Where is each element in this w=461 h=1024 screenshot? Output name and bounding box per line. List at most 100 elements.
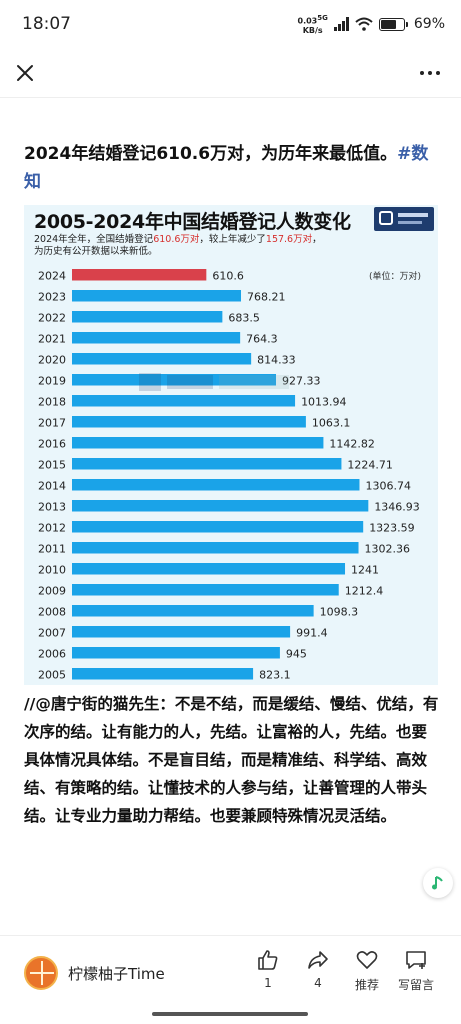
bar-2012 xyxy=(72,521,364,533)
write-comment-button[interactable]: 写留言 xyxy=(392,948,440,993)
category-label: 2014 xyxy=(38,480,66,493)
category-label: 2011 xyxy=(38,543,66,556)
thumbs-up-icon xyxy=(258,950,278,970)
value-label: 1302.36 xyxy=(365,543,411,556)
category-label: 2021 xyxy=(38,333,66,346)
value-label: 764.3 xyxy=(246,333,278,346)
category-label: 2016 xyxy=(38,438,66,451)
value-label: 683.5 xyxy=(228,312,260,325)
brand-logo-icon xyxy=(374,207,434,231)
bottom-action-bar: 柠檬柚子Time 1 4 推荐 写留言 xyxy=(0,935,461,1007)
bar-2005 xyxy=(72,668,254,680)
music-note-icon xyxy=(432,876,443,890)
bar-2006 xyxy=(72,647,280,659)
category-label: 2007 xyxy=(38,627,66,640)
value-label: 1212.4 xyxy=(345,585,384,598)
forwarded-comment: //@唐宁街的猫先生：不是不结，而是缓结、慢结、优结，有次序的结。让有能力的人，… xyxy=(24,695,439,825)
category-label: 2017 xyxy=(38,417,66,430)
recommend-button[interactable]: 推荐 xyxy=(343,948,391,993)
status-icons: 0.035G KB/s 69% xyxy=(298,14,446,35)
bar-2024 xyxy=(72,269,207,281)
category-label: 2020 xyxy=(38,354,66,367)
music-button[interactable] xyxy=(423,868,453,898)
value-label: 1346.93 xyxy=(374,501,420,514)
more-button[interactable] xyxy=(415,58,445,88)
bar-2021 xyxy=(72,332,241,344)
author-name[interactable]: 柠檬柚子Time xyxy=(68,965,165,983)
category-label: 2023 xyxy=(38,291,66,304)
value-label: 814.33 xyxy=(257,354,296,367)
value-label: 945 xyxy=(286,648,307,661)
value-label: 1098.3 xyxy=(320,606,359,619)
value-label: 1142.82 xyxy=(329,438,375,451)
category-label: 2005 xyxy=(38,669,66,682)
category-label: 2015 xyxy=(38,459,66,472)
watermark-icon xyxy=(139,373,289,391)
battery-icon xyxy=(378,17,408,31)
post-title: 2024年结婚登记610.6万对，为历年来最低值。#数知 xyxy=(24,144,429,192)
share-button[interactable]: 4 xyxy=(294,948,342,990)
signal-icon xyxy=(333,17,349,32)
bar-2013 xyxy=(72,500,369,512)
top-bar xyxy=(0,52,461,98)
comment-add-icon xyxy=(406,951,426,969)
status-time: 18:07 xyxy=(22,14,71,34)
like-count: 1 xyxy=(264,976,272,990)
category-label: 2018 xyxy=(38,396,66,409)
bar-2022 xyxy=(72,311,223,323)
category-label: 2010 xyxy=(38,564,66,577)
value-label: 927.33 xyxy=(282,375,321,388)
bar-2014 xyxy=(72,479,360,491)
bar-2009 xyxy=(72,584,339,596)
share-arrow-icon xyxy=(308,951,328,969)
bar-2010 xyxy=(72,563,346,575)
value-label: 1306.74 xyxy=(365,480,411,493)
category-label: 2024 xyxy=(38,270,66,283)
bar-2007 xyxy=(72,626,291,638)
value-label: 610.6 xyxy=(212,270,244,283)
chart-title: 2005-2024年中国结婚登记人数变化 xyxy=(34,211,351,233)
net-speed: 0.035G KB/s xyxy=(297,14,328,35)
chart-subtitle: 2024年全年，全国结婚登记610.6万对，较上年减少了157.6万对， 为历史… xyxy=(34,234,322,257)
bar-2023 xyxy=(72,290,242,302)
chart-unit-label: (单位：万对) xyxy=(369,272,422,282)
bar-2008 xyxy=(72,605,314,617)
wifi-icon xyxy=(355,17,373,32)
category-label: 2008 xyxy=(38,606,66,619)
category-label: 2006 xyxy=(38,648,66,661)
author-avatar[interactable] xyxy=(24,956,58,990)
more-icon xyxy=(420,71,424,75)
bar-2015 xyxy=(72,458,342,470)
share-count: 4 xyxy=(314,976,322,990)
battery-percent: 69% xyxy=(413,16,445,33)
category-label: 2019 xyxy=(38,375,66,388)
status-bar: 18:07 0.035G KB/s 69% xyxy=(0,0,461,52)
category-label: 2022 xyxy=(38,312,66,325)
chart-image[interactable]: 2005-2024年中国结婚登记人数变化 2024年全年，全国结婚登记610.6… xyxy=(24,205,438,685)
bar-chart: 2024 610.6 2023 768.21 2022 683.5 2021 764.3 202… xyxy=(38,269,420,682)
write-comment-label: 写留言 xyxy=(397,978,434,992)
value-label: 1224.71 xyxy=(347,459,393,472)
bar-2018 xyxy=(72,395,296,407)
value-label: 1013.94 xyxy=(301,396,347,409)
category-label: 2012 xyxy=(38,522,66,535)
value-label: 1241 xyxy=(351,564,379,577)
recommend-label: 推荐 xyxy=(354,978,379,992)
value-label: 823.1 xyxy=(259,669,291,682)
bar-2020 xyxy=(72,353,252,365)
like-button[interactable]: 1 xyxy=(244,948,292,990)
value-label: 768.21 xyxy=(247,291,286,304)
value-label: 991.4 xyxy=(296,627,328,640)
bar-2016 xyxy=(72,437,324,449)
heart-icon xyxy=(356,951,378,969)
home-indicator xyxy=(152,1012,308,1016)
hashtag-link[interactable]: #数知 xyxy=(24,144,429,192)
value-label: 1063.1 xyxy=(312,417,351,430)
category-label: 2013 xyxy=(38,501,66,514)
category-label: 2009 xyxy=(38,585,66,598)
close-icon xyxy=(17,65,33,81)
close-button[interactable] xyxy=(10,58,40,88)
bar-2011 xyxy=(72,542,359,554)
bar-2017 xyxy=(72,416,306,428)
value-label: 1323.59 xyxy=(369,522,415,535)
